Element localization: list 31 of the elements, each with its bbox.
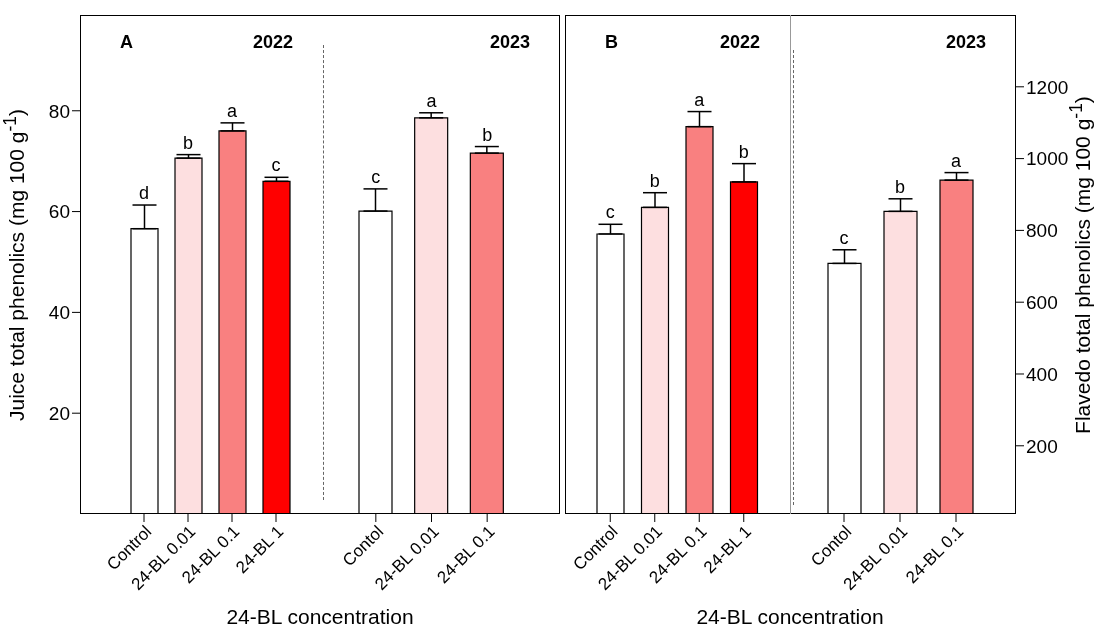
annotation: b: [894, 176, 906, 197]
annotation: a: [694, 89, 706, 110]
y-tick-label: 60: [48, 201, 70, 223]
annotation: c: [839, 227, 849, 248]
y-tick-label: 200: [1026, 435, 1058, 457]
y-tick-label: 20: [48, 402, 70, 424]
text: 2022: [719, 32, 760, 53]
annotation: c: [271, 155, 281, 176]
y-tick-label: 80: [48, 100, 70, 122]
y-tick-label: 600: [1026, 291, 1058, 313]
y-tick-label: 400: [1026, 363, 1058, 385]
annotation: A: [120, 32, 133, 53]
x-axis-title: 24-BL concentration: [696, 605, 884, 629]
text: 2022: [252, 32, 293, 53]
y-tick-label: 1200: [1026, 76, 1069, 98]
annotation: a: [426, 90, 438, 111]
annotation: a: [226, 100, 238, 121]
annotation: c: [371, 166, 381, 187]
annotation: c: [605, 202, 615, 223]
annotation: d: [138, 183, 150, 204]
annotation: b: [649, 170, 660, 191]
annotation: b: [482, 124, 493, 145]
y-tick-label: 800: [1026, 220, 1058, 242]
annotation: b: [182, 132, 194, 153]
annotation: b: [738, 141, 749, 162]
annotation: B: [605, 32, 618, 53]
y-tick-label: 40: [48, 302, 70, 324]
text: 2023: [489, 32, 530, 53]
annotation: a: [950, 150, 962, 171]
x-axis-title: 24-BL concentration: [226, 605, 414, 629]
text: 2023: [945, 32, 986, 53]
